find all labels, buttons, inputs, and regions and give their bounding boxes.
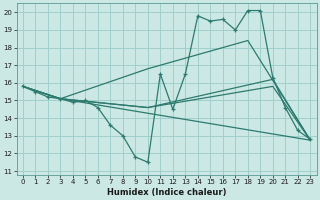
X-axis label: Humidex (Indice chaleur): Humidex (Indice chaleur)	[107, 188, 226, 197]
